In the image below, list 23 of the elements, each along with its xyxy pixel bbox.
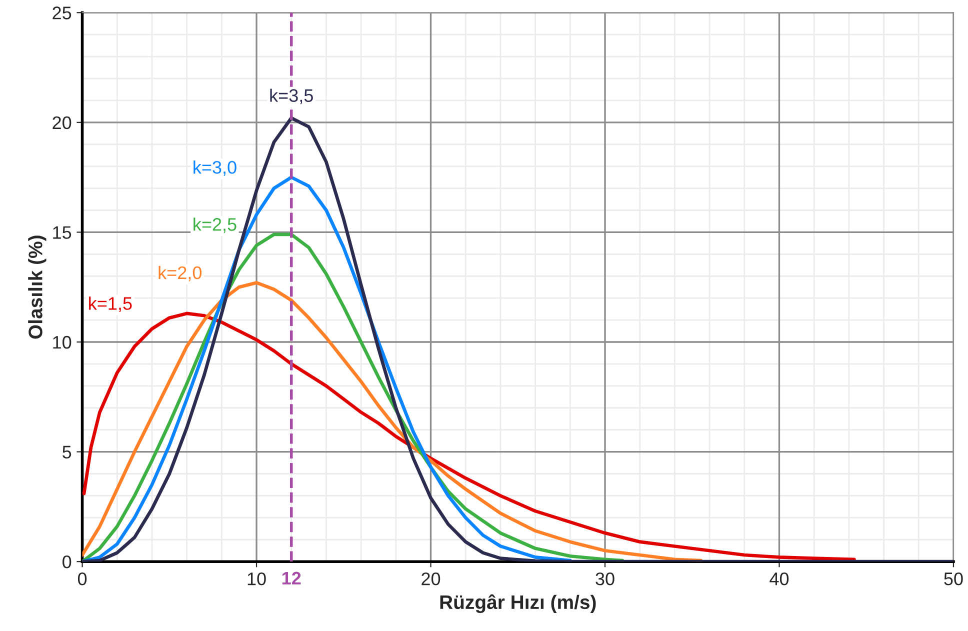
line-series: [82, 312, 856, 562]
y-tick-label: 5: [62, 446, 72, 459]
series-label: k=2,5: [194, 218, 236, 233]
x-tick-label: 50: [944, 572, 963, 586]
x-tick-label: 40: [770, 572, 789, 586]
y-tick-label: 0: [62, 556, 72, 568]
x-tick-label: 20: [422, 572, 440, 586]
x-axis-title: Rüzgâr Hızı (m/s): [440, 594, 596, 614]
ref-line-label: 12: [282, 572, 301, 584]
y-tick-label: 20: [52, 116, 72, 130]
text: k=3,0: [194, 160, 236, 176]
line-series: [82, 176, 572, 562]
y-tick-label: 25: [52, 6, 72, 20]
series-label: k=3,5: [270, 88, 313, 104]
series-label: k=1,5: [89, 296, 132, 312]
y-axis-title: Olasılık (%): [28, 236, 46, 339]
y-tick-label: 15: [53, 226, 72, 239]
x-tick-label: 0: [78, 572, 87, 586]
x-tick-label: 30: [596, 572, 614, 586]
line-series: [82, 281, 702, 562]
x-tick-label: 10: [248, 572, 266, 586]
y-tick-label: 10: [53, 336, 72, 349]
series-label: k=2,0: [158, 266, 202, 282]
